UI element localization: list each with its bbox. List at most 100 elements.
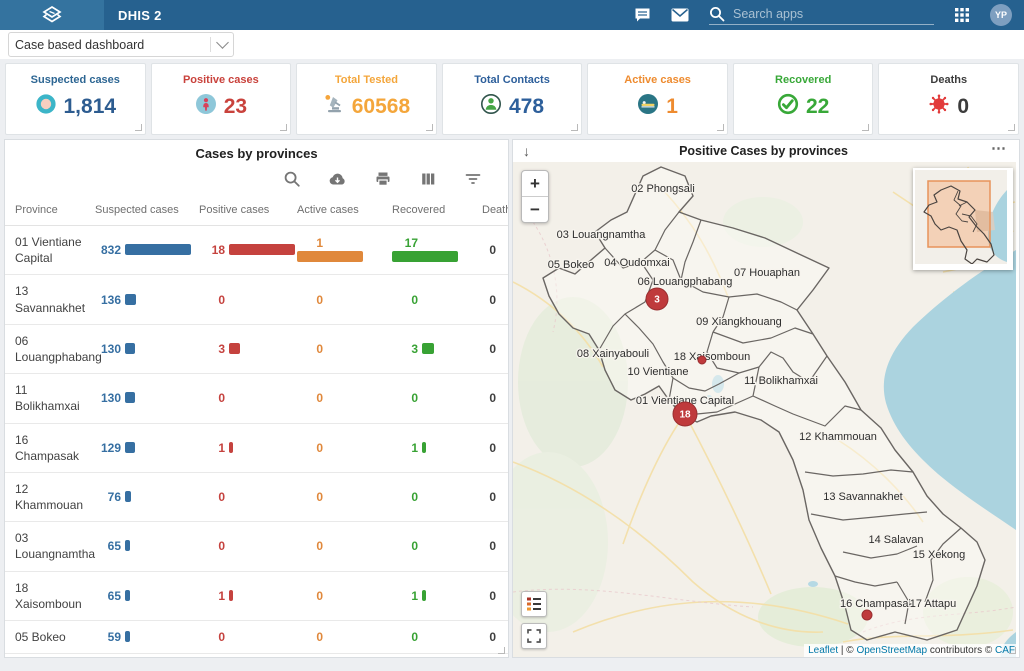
chevron-down-icon <box>216 36 229 49</box>
zoom-out-button[interactable]: − <box>522 197 548 222</box>
zoom-in-button[interactable]: + <box>522 171 548 196</box>
print-icon[interactable] <box>374 170 392 188</box>
cell-value: 1 <box>392 589 418 603</box>
selected-dashboard-label: Case based dashboard <box>15 38 206 52</box>
dashboard-grid: Cases by provinces Province Suspected ca… <box>4 139 1020 658</box>
apps-grid-icon[interactable] <box>954 7 970 23</box>
dhis2-logo[interactable] <box>0 0 104 30</box>
map-province-label: 08 Xainyabouli <box>577 348 649 360</box>
cases-table: Province Suspected cases Positive cases … <box>5 190 508 658</box>
leaflet-map[interactable]: 02 Phongsali03 Louangnamtha05 Bokeo04 Ou… <box>513 162 1019 657</box>
case-marker-count: 18 <box>679 410 691 421</box>
cell-value: 0 <box>392 630 418 644</box>
dashboard-selector[interactable]: Case based dashboard <box>8 32 234 57</box>
osm-link[interactable]: OpenStreetMap <box>856 645 927 656</box>
more-options-icon[interactable]: ⋯ <box>991 139 1019 163</box>
map-province-label: 17 Attapu <box>910 598 957 610</box>
layers-logo-icon <box>40 4 64 26</box>
legend-button[interactable] <box>521 591 547 617</box>
mail-icon[interactable] <box>671 8 689 22</box>
value-bar <box>125 631 130 642</box>
value-cell: 0 <box>297 621 392 654</box>
value-cell: 44 <box>95 654 199 658</box>
card-resize-handle[interactable] <box>426 124 433 131</box>
value-cell: 3 <box>392 324 482 373</box>
cell-value: 65 <box>95 539 121 553</box>
table-row: 05 Bokeo590000 <box>5 621 508 654</box>
value-bar <box>229 590 233 601</box>
map-province-label: 16 Champasak <box>840 598 914 610</box>
col-header-recovered[interactable]: Recovered <box>392 190 482 226</box>
overview-mini-map[interactable] <box>913 168 1013 270</box>
table-row: 18 Xaisomboun651010 <box>5 571 508 620</box>
table-panel-title: Cases by provinces <box>5 140 508 161</box>
value-cell: 1 <box>199 571 297 620</box>
cell-value: 0 <box>297 630 323 644</box>
cell-value: 130 <box>95 391 121 405</box>
app-title: DHIS 2 <box>104 8 162 23</box>
value-cell: 832 <box>95 226 199 275</box>
value-bar <box>229 442 233 453</box>
download-cloud-icon[interactable] <box>328 170 347 188</box>
value-cell: 17 <box>392 226 482 275</box>
province-cell: 01 Vientiane Capital <box>5 226 95 275</box>
cards-row: Suspected cases1,814Positive cases23Tota… <box>0 59 1024 139</box>
col-header-province[interactable]: Province <box>5 190 95 226</box>
search-icon[interactable] <box>283 170 301 188</box>
download-arrow-icon[interactable]: ↓ <box>513 143 536 159</box>
card-resize-handle[interactable] <box>1008 124 1015 131</box>
value-bar <box>125 491 131 502</box>
province-cell: 06 Louangphabang <box>5 324 95 373</box>
view-columns-icon[interactable] <box>419 170 437 188</box>
cell-value: 0 <box>392 539 418 553</box>
table-body: 01 Vientiane Capital83218117013 Savannak… <box>5 226 508 659</box>
leaflet-link[interactable]: Leaflet <box>808 645 838 656</box>
value-bar <box>229 343 240 354</box>
value-cell: 129 <box>95 423 199 472</box>
card-resize-handle[interactable] <box>717 124 724 131</box>
case-marker[interactable] <box>698 356 706 364</box>
filter-icon[interactable] <box>464 170 482 188</box>
stat-card-value: 1,814 <box>64 95 117 119</box>
cell-value: 1 <box>297 236 323 250</box>
card-resize-handle[interactable] <box>571 124 578 131</box>
case-marker[interactable]: 18 <box>673 402 697 426</box>
case-marker[interactable] <box>862 610 872 620</box>
province-cell: 18 Xaisomboun <box>5 571 95 620</box>
col-header-active[interactable]: Active cases <box>297 190 392 226</box>
app-search <box>709 6 934 25</box>
messages-icon[interactable] <box>634 7 651 24</box>
value-bar <box>125 442 135 453</box>
search-icon[interactable] <box>709 6 725 22</box>
card-resize-handle[interactable] <box>280 124 287 131</box>
cases-table-panel: Cases by provinces Province Suspected ca… <box>4 139 509 658</box>
value-cell: 0 <box>392 374 482 423</box>
map-province-label: 10 Vientiane <box>628 366 689 378</box>
top-navbar: DHIS 2 YP <box>0 0 1024 30</box>
deaths-cell: 0 <box>482 324 508 373</box>
card-resize-handle[interactable] <box>135 124 142 131</box>
stat-card-suspected: Suspected cases 1,814 <box>5 63 146 135</box>
cell-value: 0 <box>297 391 323 405</box>
table-toolbar <box>5 161 508 190</box>
col-header-deaths[interactable]: Deaths <box>482 190 508 226</box>
deaths-cell: 0 <box>482 472 508 521</box>
user-avatar[interactable]: YP <box>990 4 1012 26</box>
fullscreen-button[interactable] <box>521 623 547 649</box>
value-cell: 0 <box>392 654 482 658</box>
card-resize-handle[interactable] <box>862 124 869 131</box>
value-bar <box>125 392 135 403</box>
value-cell: 0 <box>199 621 297 654</box>
search-apps-input[interactable] <box>731 6 934 22</box>
col-header-suspected[interactable]: Suspected cases <box>95 190 199 226</box>
panel-resize-handle[interactable] <box>1009 647 1016 654</box>
panel-resize-handle[interactable] <box>498 647 505 654</box>
col-header-positive[interactable]: Positive cases <box>199 190 297 226</box>
stat-card-title: Suspected cases <box>6 74 145 86</box>
cell-value: 0 <box>297 490 323 504</box>
cell-value: 130 <box>95 342 121 356</box>
value-cell: 0 <box>297 522 392 571</box>
case-marker[interactable]: 3 <box>646 288 668 310</box>
case-marker-count: 3 <box>654 295 660 306</box>
table-row: 12 Khammouan760000 <box>5 472 508 521</box>
